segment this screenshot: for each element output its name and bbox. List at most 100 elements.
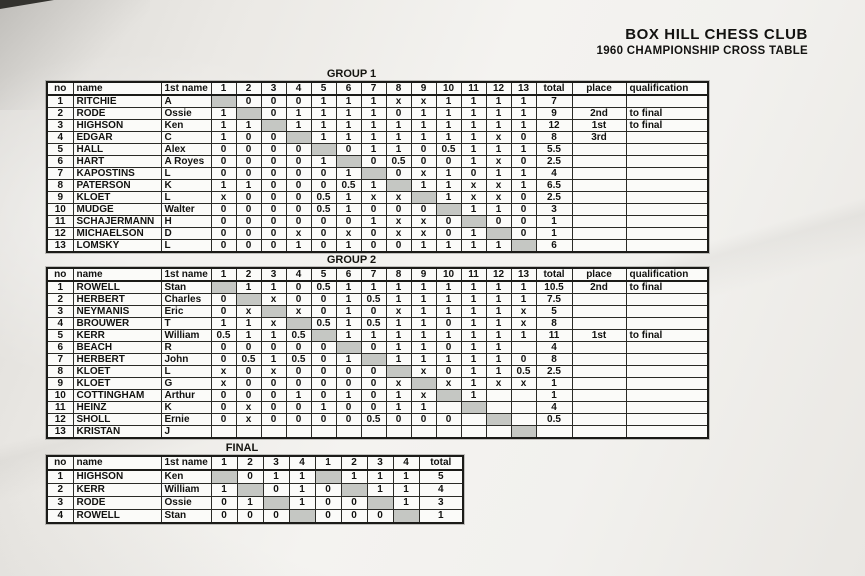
final-cross-table: no name 1st name 1 2 3 4 1 2 3 4 total 1 HIGHSON Ken 0 1… xyxy=(46,455,464,524)
diagonal-cell xyxy=(385,179,412,192)
score-cell xyxy=(310,425,337,439)
score-cell xyxy=(485,401,512,414)
score-cell: 0 xyxy=(385,413,412,426)
place-cell xyxy=(571,413,627,426)
score-cell: 1 xyxy=(335,280,362,294)
score-cell: 1 xyxy=(410,107,437,120)
player-name-cell: HIGHSON xyxy=(72,119,162,132)
score-cell: 1 xyxy=(485,305,512,318)
row-number-cell: 12 xyxy=(46,227,74,240)
qualification-cell: to final xyxy=(625,280,709,294)
place-cell xyxy=(571,239,627,253)
score-cell: 0 xyxy=(235,191,262,204)
score-cell: 1 xyxy=(435,94,462,108)
qualification-cell xyxy=(625,413,709,426)
score-cell: 1 xyxy=(210,179,237,192)
header-row: no name 1st name 1 2 3 4 5 6 7 8 9 10 11 12 13 total plac… xyxy=(46,267,709,282)
score-cell: 1 xyxy=(210,317,237,330)
diagonal-cell xyxy=(510,425,537,439)
score-cell: x xyxy=(385,215,412,228)
score-cell: 1 xyxy=(485,341,512,354)
qualification-cell xyxy=(625,305,709,318)
score-cell: 0 xyxy=(285,94,312,108)
place-cell xyxy=(571,191,627,204)
score-cell: x xyxy=(485,131,512,144)
player-name-cell: RODE xyxy=(72,107,162,120)
score-cell: x xyxy=(460,179,487,192)
header-row: no name 1st name 1 2 3 4 5 6 7 8 9 10 11 12 13 total plac… xyxy=(46,81,709,96)
score-cell: 0.5 xyxy=(285,329,312,342)
score-cell: 1 xyxy=(360,179,387,192)
score-cell: 1 xyxy=(410,317,437,330)
score-cell: 0 xyxy=(510,353,537,366)
score-cell: 1 xyxy=(310,401,337,414)
score-cell: 0 xyxy=(285,341,312,354)
score-cell: 1 xyxy=(410,401,437,414)
score-cell: 0 xyxy=(210,305,237,318)
score-cell: 0 xyxy=(510,227,537,240)
player-row: 6 HART A Royes 0 0 0 0 1 0 0.5 0 0 1 x 0 2.5 xyxy=(46,155,709,168)
player-name-cell: KLOET xyxy=(72,365,162,378)
total-cell: 5 xyxy=(418,469,464,484)
score-cell: 1 xyxy=(510,119,537,132)
score-cell: 1 xyxy=(335,191,362,204)
score-cell: 1 xyxy=(510,293,537,306)
score-cell: 0 xyxy=(460,167,487,180)
score-cell: 0 xyxy=(385,239,412,253)
score-cell: 1 xyxy=(510,280,537,294)
row-number-cell: 9 xyxy=(46,191,74,204)
score-cell: 0 xyxy=(260,107,287,120)
diagonal-cell xyxy=(260,305,287,318)
player-name-cell: SHOLL xyxy=(72,413,162,426)
diagonal-cell xyxy=(260,119,287,132)
score-cell: x xyxy=(335,227,362,240)
final-title: FINAL xyxy=(225,442,259,454)
first-name-cell: Arthur xyxy=(160,389,212,402)
column-header: total xyxy=(535,81,573,96)
score-cell: x xyxy=(510,305,537,318)
score-cell xyxy=(385,425,412,439)
column-header: 2 xyxy=(340,455,368,471)
score-cell: 0 xyxy=(285,401,312,414)
score-cell: 0 xyxy=(335,143,362,156)
score-cell: 0 xyxy=(260,413,287,426)
score-cell: 0 xyxy=(360,227,387,240)
row-number-cell: 10 xyxy=(46,203,74,216)
total-cell: 4 xyxy=(418,483,464,497)
score-cell: 0.5 xyxy=(310,317,337,330)
first-name-cell: Stan xyxy=(160,509,212,524)
first-name-cell: Ossie xyxy=(160,107,212,120)
score-cell: 0 xyxy=(210,389,237,402)
score-cell: 1 xyxy=(310,119,337,132)
score-cell: 1 xyxy=(485,239,512,253)
total-cell: 11 xyxy=(535,329,573,342)
score-cell: 0 xyxy=(260,167,287,180)
first-name-cell: H xyxy=(160,215,212,228)
score-cell: x xyxy=(485,155,512,168)
score-cell: 1 xyxy=(210,483,238,497)
place-cell: 3rd xyxy=(571,131,627,144)
row-number-cell: 13 xyxy=(46,425,74,439)
score-cell: 1 xyxy=(235,317,262,330)
score-cell: 0 xyxy=(435,215,462,228)
score-cell: x xyxy=(285,305,312,318)
score-cell: 1 xyxy=(460,353,487,366)
score-cell: 0 xyxy=(310,215,337,228)
diagonal-cell xyxy=(435,203,462,216)
score-cell: 1 xyxy=(235,179,262,192)
score-cell: 1 xyxy=(410,119,437,132)
score-cell: 1 xyxy=(392,483,420,497)
total-cell: 1 xyxy=(535,389,573,402)
row-number-cell: 11 xyxy=(46,215,74,228)
first-name-cell: L xyxy=(160,239,212,253)
score-cell: 1 xyxy=(435,239,462,253)
qualification-cell xyxy=(625,94,709,108)
score-cell: 1 xyxy=(392,496,420,510)
score-cell: 1 xyxy=(285,119,312,132)
diagonal-cell xyxy=(262,496,290,510)
score-cell: 0 xyxy=(262,509,290,524)
column-header: 1 xyxy=(314,455,342,471)
score-cell: 0 xyxy=(285,215,312,228)
score-cell: 1 xyxy=(510,107,537,120)
row-number-cell: 7 xyxy=(46,353,74,366)
